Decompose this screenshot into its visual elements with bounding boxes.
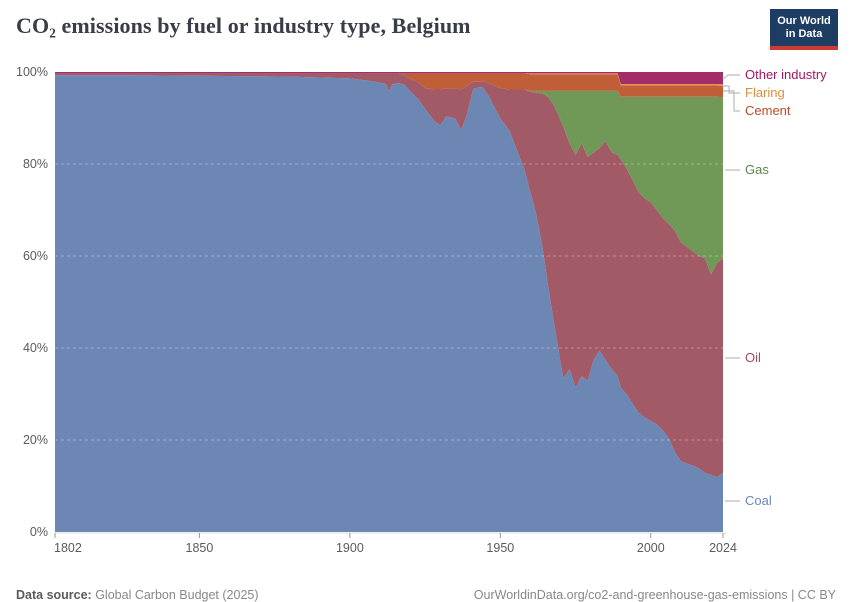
y-tick-label-20: 20%	[23, 433, 48, 447]
y-tick-label-80: 80%	[23, 157, 48, 171]
legend-label-other-industry[interactable]: Other industry	[745, 67, 827, 82]
legend-label-cement[interactable]: Cement	[745, 103, 791, 118]
x-tick-label-1802: 1802	[54, 541, 82, 555]
legend-connector-cement	[723, 90, 740, 112]
data-source-value: Global Carbon Budget (2025)	[91, 588, 259, 602]
x-tick-label-1900: 1900	[336, 541, 364, 555]
legend-label-gas[interactable]: Gas	[745, 162, 769, 177]
area-coal[interactable]	[55, 75, 723, 532]
attribution-link[interactable]: OurWorldinData.org/co2-and-greenhouse-ga…	[473, 588, 836, 602]
page-title: CO₂ emissions by fuel or industry type, …	[16, 13, 471, 38]
legend-connector-flaring	[723, 85, 740, 94]
area-flaring[interactable]	[55, 73, 723, 87]
legend-label-coal[interactable]: Coal	[745, 493, 772, 508]
legend-label-oil[interactable]: Oil	[745, 350, 761, 365]
y-tick-label-100: 100%	[16, 65, 48, 79]
y-tick-label-0: 0%	[30, 525, 48, 539]
y-tick-label-40: 40%	[23, 341, 48, 355]
owid-logo-line1: Our World	[777, 15, 831, 27]
x-tick-label-1850: 1850	[186, 541, 214, 555]
legend-label-flaring[interactable]: Flaring	[745, 85, 785, 100]
x-tick-label-1950: 1950	[486, 541, 514, 555]
area-cement[interactable]	[55, 73, 723, 98]
area-oil[interactable]	[55, 73, 723, 478]
data-source-note: Data source: Global Carbon Budget (2025)	[16, 588, 259, 602]
owid-logo[interactable]: Our World in Data	[770, 9, 838, 50]
legend-connector-other-industry	[722, 74, 740, 80]
data-source-label: Data source:	[16, 588, 92, 602]
y-tick-label-60: 60%	[23, 249, 48, 263]
owid-logo-line2: in Data	[785, 28, 823, 40]
x-tick-label-2000: 2000	[637, 541, 665, 555]
x-tick-label-2024: 2024	[709, 541, 737, 555]
area-other-industry[interactable]	[55, 72, 723, 85]
